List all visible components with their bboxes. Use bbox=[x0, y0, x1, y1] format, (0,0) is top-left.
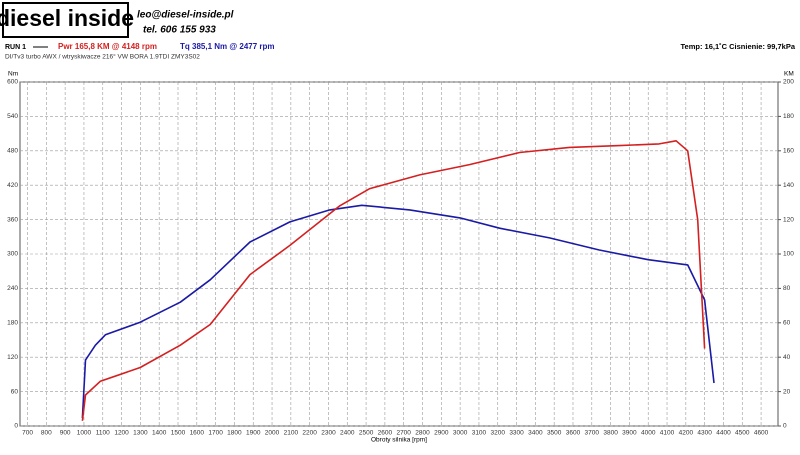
x-tick-label: 4300 bbox=[697, 430, 712, 437]
x-tick-label: 2900 bbox=[434, 430, 449, 437]
x-tick-label: 4500 bbox=[735, 430, 750, 437]
y-axis-label: Nm bbox=[8, 71, 18, 78]
phone: tel. 606 155 933 bbox=[143, 25, 216, 36]
x-tick-label: 3600 bbox=[566, 430, 581, 437]
y2-tick-label: 160 bbox=[783, 148, 794, 155]
y-tick-label: 420 bbox=[7, 182, 18, 189]
x-tick-label: 3400 bbox=[528, 430, 543, 437]
conditions: Temp: 16,1˚C Cisnienie: 99,7kPa bbox=[681, 42, 796, 51]
x-tick-label: 3500 bbox=[547, 430, 562, 437]
y-tick-label: 180 bbox=[7, 320, 18, 327]
tq-summary: Tq 385,1 Nm @ 2477 rpm bbox=[180, 42, 275, 51]
y2-axis-label: KM bbox=[784, 71, 794, 78]
x-tick-label: 1900 bbox=[246, 430, 261, 437]
x-tick-label: 3300 bbox=[509, 430, 524, 437]
x-tick-label: 800 bbox=[41, 430, 52, 437]
y-tick-label: 360 bbox=[7, 216, 18, 223]
x-tick-label: 3700 bbox=[585, 430, 600, 437]
y2-tick-label: 180 bbox=[783, 113, 794, 120]
x-tick-label: 1800 bbox=[227, 430, 242, 437]
y2-tick-label: 120 bbox=[783, 216, 794, 223]
x-tick-label: 1500 bbox=[171, 430, 186, 437]
y2-tick-label: 0 bbox=[783, 423, 787, 430]
x-tick-label: 4100 bbox=[660, 430, 675, 437]
x-tick-label: 3800 bbox=[603, 430, 618, 437]
x-tick-label: 4600 bbox=[754, 430, 769, 437]
x-tick-label: 3100 bbox=[472, 430, 487, 437]
y-tick-label: 0 bbox=[14, 423, 18, 430]
x-tick-label: 3200 bbox=[491, 430, 506, 437]
series-line bbox=[81, 140, 706, 421]
subtitle: DI/Tv3 turbo AWX / wtryskiwacze 216° VW … bbox=[5, 53, 200, 61]
y2-tick-label: 100 bbox=[783, 251, 794, 258]
y2-tick-label: 60 bbox=[783, 320, 791, 327]
y2-tick-label: 200 bbox=[783, 79, 794, 86]
y-tick-label: 480 bbox=[7, 148, 18, 155]
y2-tick-label: 20 bbox=[783, 388, 791, 395]
x-tick-label: 2600 bbox=[378, 430, 393, 437]
x-tick-label: 2800 bbox=[415, 430, 430, 437]
x-tick-label: 1600 bbox=[190, 430, 205, 437]
plot-frame bbox=[19, 81, 779, 427]
y2-tick-label: 80 bbox=[783, 285, 791, 292]
x-tick-label: 2400 bbox=[340, 430, 355, 437]
y-tick-label: 600 bbox=[7, 79, 18, 86]
logo-box bbox=[2, 2, 129, 38]
x-tick-label: 2000 bbox=[265, 430, 280, 437]
x-tick-label: 2200 bbox=[302, 430, 317, 437]
y-tick-label: 120 bbox=[7, 354, 18, 361]
y2-tick-label: 140 bbox=[783, 182, 794, 189]
x-tick-label: 1300 bbox=[133, 430, 148, 437]
x-tick-label: 4400 bbox=[716, 430, 731, 437]
x-axis-label: Obroty silnika [rpm] bbox=[371, 437, 427, 444]
x-tick-label: 700 bbox=[22, 430, 33, 437]
x-tick-label: 1200 bbox=[114, 430, 129, 437]
y-tick-label: 60 bbox=[11, 388, 19, 395]
run-label: RUN 1 bbox=[5, 44, 26, 51]
logo: diesel inside bbox=[0, 5, 134, 31]
y2-tick-label: 40 bbox=[783, 354, 791, 361]
y-tick-label: 540 bbox=[7, 113, 18, 120]
email: leo@diesel-inside.pl bbox=[137, 10, 234, 21]
y-tick-label: 240 bbox=[7, 285, 18, 292]
x-tick-label: 1700 bbox=[208, 430, 223, 437]
x-tick-label: 3000 bbox=[453, 430, 468, 437]
x-tick-label: 4200 bbox=[679, 430, 694, 437]
y-tick-label: 300 bbox=[7, 251, 18, 258]
x-tick-label: 1400 bbox=[152, 430, 167, 437]
x-tick-label: 900 bbox=[60, 430, 71, 437]
x-tick-label: 2100 bbox=[284, 430, 299, 437]
pwr-summary: Pwr 165,8 KM @ 4148 rpm bbox=[58, 42, 157, 51]
x-tick-label: 1000 bbox=[77, 430, 92, 437]
x-tick-label: 2500 bbox=[359, 430, 374, 437]
series-line bbox=[81, 204, 715, 419]
x-tick-label: 2300 bbox=[321, 430, 336, 437]
x-tick-label: 3900 bbox=[622, 430, 637, 437]
x-tick-label: 1100 bbox=[96, 430, 110, 437]
x-tick-label: 2700 bbox=[396, 430, 411, 437]
x-tick-label: 4000 bbox=[641, 430, 656, 437]
